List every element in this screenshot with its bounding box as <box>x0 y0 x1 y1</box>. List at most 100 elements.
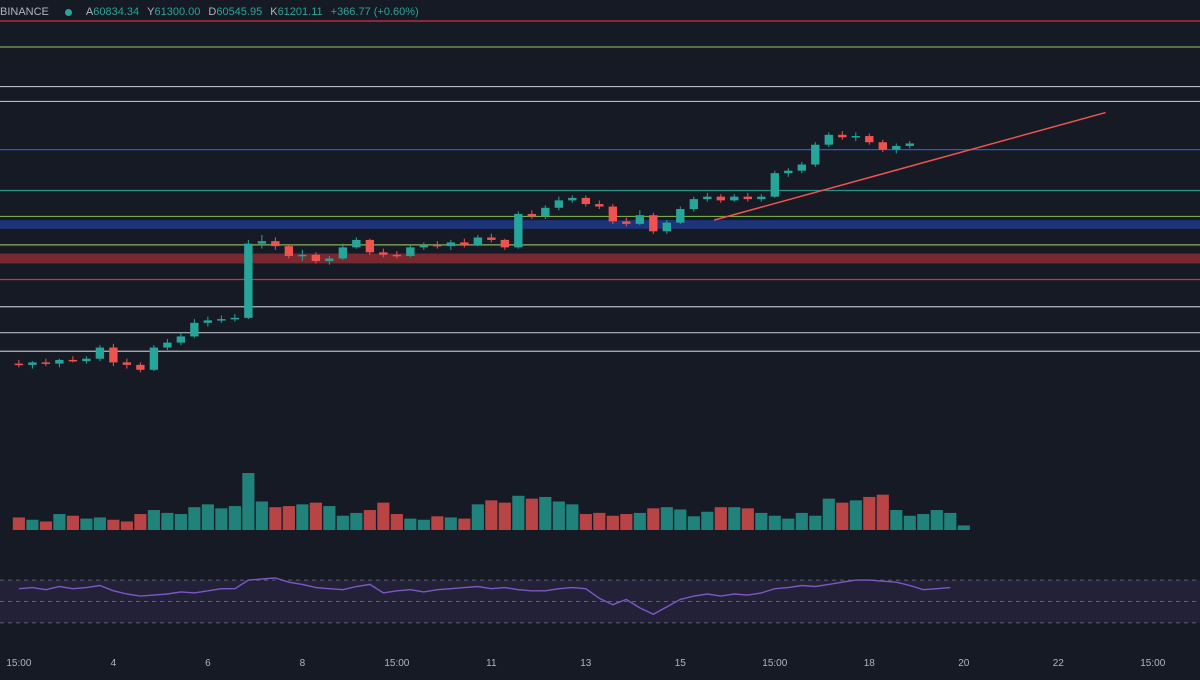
volume-bar-9 <box>134 514 147 530</box>
candle-body <box>298 254 307 257</box>
candle-30 <box>419 242 429 250</box>
candle-64 <box>878 139 887 153</box>
volume-bar-64 <box>876 494 889 530</box>
candle-37 <box>514 211 523 249</box>
volume-bar-20 <box>282 506 295 530</box>
candle-body <box>838 134 847 138</box>
candle-14 <box>203 316 213 327</box>
candle-35 <box>487 233 496 243</box>
candle-body <box>433 244 442 247</box>
volume-bar-46 <box>633 512 646 530</box>
candle-body <box>541 207 550 217</box>
candle-49 <box>676 206 685 224</box>
candles <box>14 131 914 373</box>
candle-2 <box>41 358 51 367</box>
volume-bar-52 <box>714 507 727 530</box>
candle-body <box>392 254 402 257</box>
volume-bar-29 <box>404 518 417 530</box>
candle-body <box>635 215 645 224</box>
volume-bar-27 <box>377 502 390 530</box>
volume-bar-48 <box>660 507 673 530</box>
candle-51 <box>703 192 712 202</box>
volume-bar-8 <box>120 521 133 530</box>
candle-33 <box>460 238 469 248</box>
candle-body <box>14 363 24 366</box>
volume-bar-62 <box>849 500 862 530</box>
candle-body <box>55 359 64 364</box>
candle-15 <box>217 315 226 323</box>
volume-bar-50 <box>687 516 700 530</box>
volume-bar-21 <box>296 504 309 530</box>
x-tick-label-9: 18 <box>864 658 876 669</box>
volume-bar-33 <box>458 518 471 530</box>
x-tick-label-5: 11 <box>486 658 497 669</box>
x-tick-label-1: 4 <box>111 658 117 669</box>
candle-body <box>271 241 280 247</box>
candle-56 <box>770 170 779 198</box>
candle-body <box>865 136 874 143</box>
candle-body <box>446 242 456 247</box>
candle-body <box>203 320 213 323</box>
candle-39 <box>541 205 550 219</box>
candle-body <box>109 347 118 363</box>
candle-26 <box>365 238 375 255</box>
candle-body <box>244 243 253 318</box>
candle-body <box>284 246 294 257</box>
candle-55 <box>757 194 766 202</box>
volume-bar-23 <box>323 506 336 530</box>
candle-0 <box>14 359 24 368</box>
volume-bar-12 <box>174 514 187 530</box>
candle-44 <box>608 204 618 224</box>
ohlc-open: A60834.34 <box>85 6 140 18</box>
candle-17 <box>244 239 253 320</box>
candle-61 <box>838 131 847 140</box>
candle-45 <box>622 217 631 227</box>
volume-bar-36 <box>498 502 511 530</box>
volume-bar-34 <box>471 504 484 530</box>
candle-body <box>122 362 132 365</box>
candle-body <box>217 319 226 321</box>
x-tick-label-11: 22 <box>1053 658 1065 669</box>
candle-body <box>500 239 510 248</box>
volume-bar-42 <box>579 514 592 530</box>
candle-body <box>595 204 604 207</box>
candle-body <box>176 336 186 343</box>
candle-57 <box>784 168 793 177</box>
volume-bar-35 <box>485 500 498 530</box>
volume-bar-61 <box>836 502 849 530</box>
candle-body <box>230 317 240 320</box>
rsi-pane <box>0 577 1200 624</box>
volume-bar-58 <box>795 512 808 530</box>
candle-60 <box>824 132 833 148</box>
volume-bar-24 <box>336 515 349 530</box>
candle-47 <box>649 212 658 234</box>
trendline-layer[interactable] <box>713 111 1106 221</box>
candle-body <box>905 143 914 146</box>
candle-19 <box>271 237 280 250</box>
volume-bar-1 <box>26 519 39 530</box>
volume-bar-49 <box>674 509 687 530</box>
candle-body <box>406 247 415 257</box>
candle-11 <box>163 338 172 351</box>
volume-bar-68 <box>930 510 943 530</box>
candle-body <box>689 199 698 210</box>
volume-bar-60 <box>822 498 835 530</box>
volume-bar-19 <box>269 507 282 530</box>
volume-bar-51 <box>701 511 714 530</box>
volume-bar-65 <box>890 510 903 530</box>
volume-bar-66 <box>903 515 916 530</box>
candle-body <box>743 196 752 200</box>
candle-46 <box>635 210 645 226</box>
volume-bar-13 <box>188 507 201 530</box>
candle-body <box>379 252 388 255</box>
candle-54 <box>743 192 752 202</box>
volume-bar-47 <box>647 508 660 530</box>
volume-bar-16 <box>228 506 241 530</box>
volume-bars <box>12 473 970 530</box>
candle-59 <box>811 142 820 167</box>
candle-4 <box>68 356 78 363</box>
x-tick-label-4: 15:00 <box>384 658 409 669</box>
candle-body <box>811 144 820 165</box>
